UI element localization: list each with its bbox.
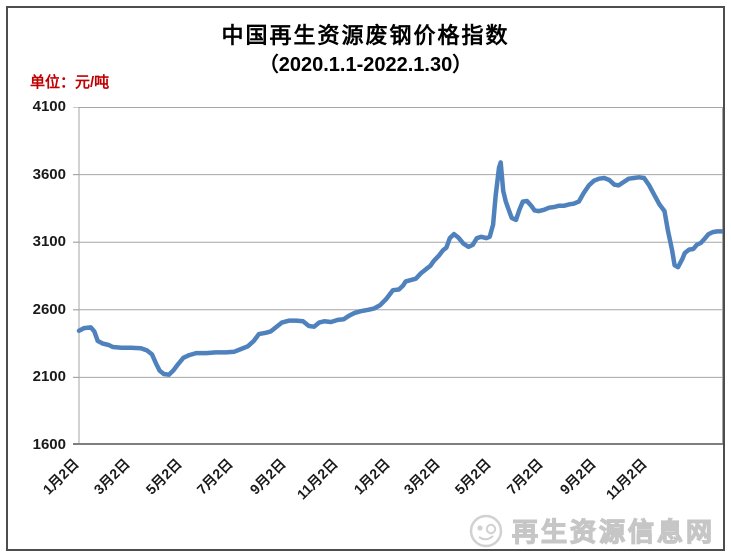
y-tick-label-1600: 1600: [32, 436, 66, 453]
chart-title: 中国再生资源废钢价格指数: [221, 23, 510, 48]
y-tick-label-2100: 2100: [32, 368, 66, 386]
price-line-series: [76, 160, 723, 377]
watermark-text: 再生资源信息网: [511, 516, 715, 547]
unit-label: 单位：元/吨: [30, 74, 110, 91]
watermark: 再生资源信息网: [468, 512, 715, 549]
plot-border: [78, 107, 723, 445]
y-tick-label-3600: 3600: [32, 165, 66, 183]
y-tick-label-2600: 2600: [32, 300, 66, 318]
y-axis-labels: 4100 3600 3100 2600 2100 1600: [0, 0, 68, 557]
y-tick-label-4100: 4100: [32, 98, 66, 115]
y-tick-label-3100: 3100: [32, 233, 66, 251]
chart-outer-border: [6, 6, 725, 551]
chart-subtitle: （2020.1.1-2022.1.30）: [258, 54, 473, 76]
watermark-logo-icon: [469, 514, 503, 547]
price-line-chart: [73, 107, 723, 445]
plot-area: [73, 107, 723, 445]
